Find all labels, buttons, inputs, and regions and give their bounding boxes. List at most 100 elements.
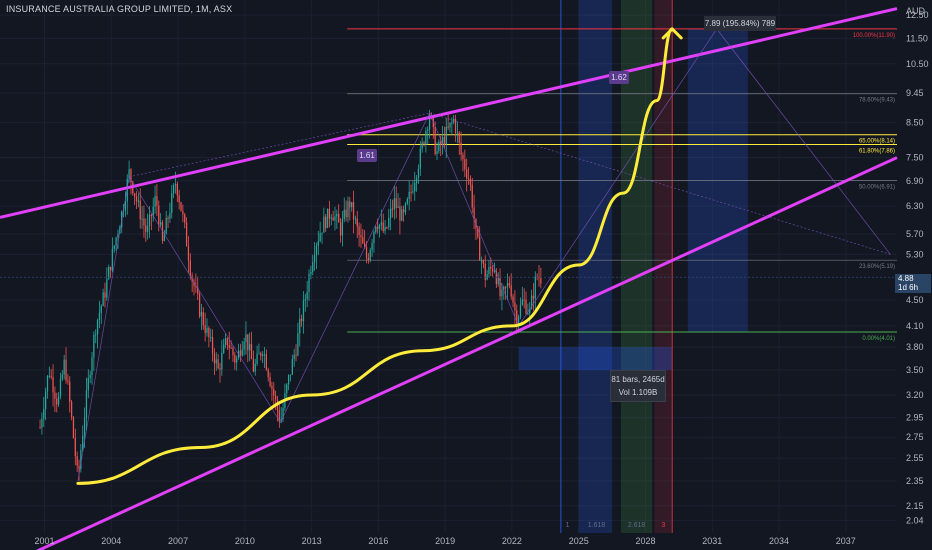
candle-body (308, 273, 310, 292)
candle-body (434, 127, 436, 154)
candle-body (291, 359, 293, 375)
candle-body (78, 465, 80, 469)
candle-body (243, 342, 245, 350)
candle-body (39, 427, 41, 429)
candle-body (493, 270, 496, 272)
candle-body (532, 295, 535, 299)
x-tick-label-7: 2022 (502, 536, 522, 546)
candle-body (265, 354, 268, 370)
candle-body (261, 354, 264, 356)
candle-body (323, 216, 325, 233)
measure-volume-label: Vol 1.109B (618, 388, 658, 397)
candle-body (80, 450, 82, 469)
x-tick-label-11: 2034 (769, 536, 789, 546)
drawing-lines[interactable] (0, 7, 898, 550)
y-tick-label-17: 2.55 (906, 453, 924, 463)
candle-body (488, 267, 490, 275)
swing-line-3 (429, 112, 519, 327)
candle-body (274, 395, 277, 400)
candle-body (278, 410, 280, 422)
candle-body (57, 395, 60, 405)
candle-body (206, 327, 208, 333)
fib-label-0: 100.00%(11.90) (853, 33, 895, 39)
candle-body (440, 141, 442, 145)
candle-body (163, 234, 165, 242)
candle-body (185, 222, 188, 247)
candle-body (397, 206, 399, 208)
x-tick-label-12: 2037 (836, 536, 856, 546)
candle-body (336, 213, 338, 217)
candle-body (540, 278, 542, 284)
candle-body (438, 141, 440, 152)
candle-body (48, 375, 50, 377)
fib-label-2: 65.00%(8.14) (859, 139, 895, 145)
candle-body (63, 359, 65, 375)
candle-body (254, 363, 256, 372)
candle-body (247, 334, 249, 351)
candle-body (428, 115, 431, 130)
candle-body (332, 217, 334, 221)
candle-body (180, 202, 182, 211)
candle-body (200, 312, 203, 317)
candle-body (451, 122, 453, 124)
candle-body (477, 228, 479, 238)
candle-body (172, 185, 175, 194)
candle-body (458, 132, 460, 143)
current-price-label: 4.88 1d 6h (895, 274, 931, 293)
candle-body (456, 132, 459, 134)
zone-green (621, 0, 653, 533)
candle-body (41, 418, 43, 428)
candle-body (375, 226, 377, 232)
projection-curve (76, 27, 674, 485)
swing-line-1 (128, 176, 281, 423)
candle-body (504, 286, 507, 288)
candle-body (204, 325, 206, 333)
candle-body (352, 202, 355, 220)
candle-body (156, 196, 158, 206)
candle-body (351, 202, 353, 208)
candle-body (150, 214, 153, 217)
candle-body (306, 291, 308, 300)
candle-body (389, 208, 392, 218)
candle-body (462, 154, 464, 160)
candle-body (534, 276, 536, 299)
candle-body (388, 217, 390, 228)
candle-body (523, 299, 525, 301)
candle-body (236, 358, 238, 363)
candle-body (319, 233, 321, 241)
candle-body (115, 237, 117, 246)
swing-line-2 (280, 112, 430, 423)
candle-body (506, 283, 509, 288)
candle-body (347, 201, 349, 218)
candle-body (360, 235, 362, 238)
candle-body (514, 302, 516, 311)
x-tick-label-4: 2013 (302, 536, 322, 546)
x-tick-label-6: 2019 (435, 536, 455, 546)
candle-body (141, 218, 143, 220)
candle-body (143, 218, 145, 226)
candle-body (421, 142, 423, 149)
candle-body (83, 417, 86, 436)
candle-body (269, 376, 271, 386)
candle-body (300, 318, 303, 322)
candle-body (44, 391, 47, 410)
candle-body (508, 283, 510, 286)
candle-body (525, 299, 527, 314)
candle-body (345, 209, 347, 218)
candle-body (334, 216, 336, 221)
candle-body (517, 316, 520, 327)
candle-body (425, 131, 427, 145)
y-tick-label-11: 4.10 (906, 321, 924, 331)
candle-body (490, 267, 492, 269)
swing-line-4 (518, 28, 718, 327)
candle-body (445, 126, 447, 145)
x-tick-label-5: 2016 (368, 536, 388, 546)
candle-body (529, 308, 531, 314)
candle-body (471, 184, 473, 208)
x-tick-label-8: 2025 (569, 536, 589, 546)
candle-body (486, 274, 488, 280)
candle-body (480, 260, 483, 262)
candle-body (117, 233, 119, 238)
